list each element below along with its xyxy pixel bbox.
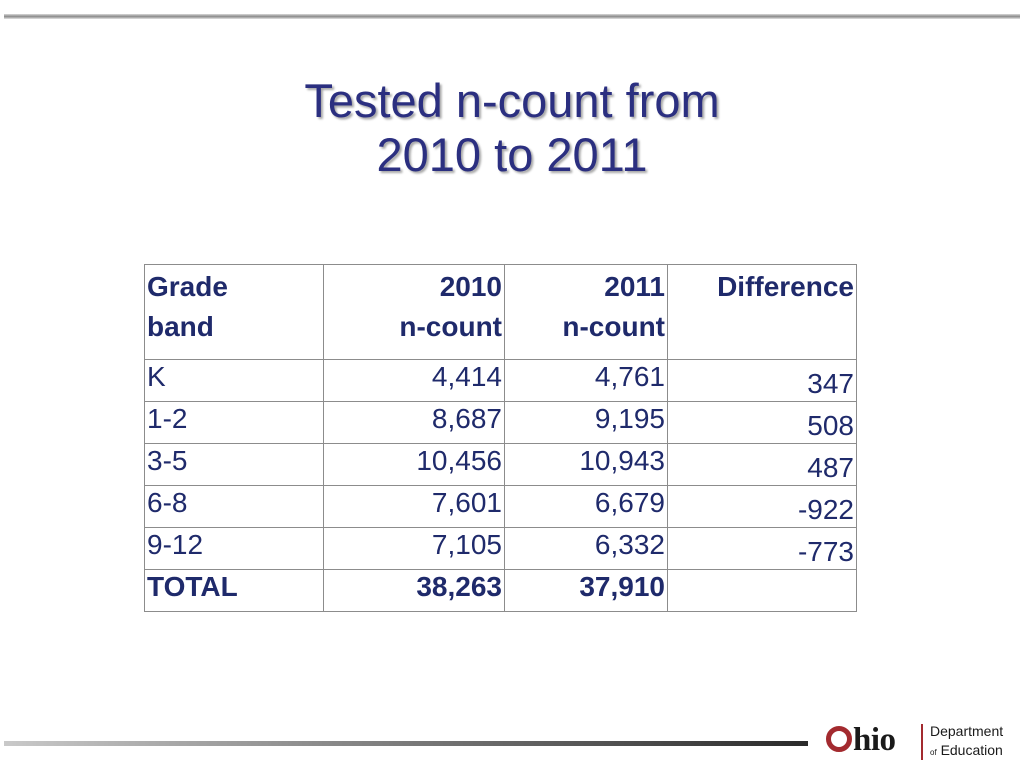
cell-2011: 6,679: [504, 485, 668, 528]
cell-2011: 10,943: [504, 443, 668, 486]
table-row: 1-2 8,687 9,195 508: [144, 401, 857, 444]
cell-2010: 7,601: [323, 485, 505, 528]
header-grade-band: Grade band: [144, 264, 324, 360]
slide-title-line-1: Tested n-count from: [304, 74, 720, 127]
logo-of: of: [930, 748, 937, 757]
cell-difference: -922: [667, 485, 857, 528]
cell-grade-band: 6-8: [144, 485, 324, 528]
cell-2010: 10,456: [323, 443, 505, 486]
ohio-o-ring-icon: [826, 726, 852, 752]
slide-title: Tested n-count from 2010 to 2011: [0, 74, 1024, 182]
ncount-table: Grade band 2010 n-count 2011 n-count Dif…: [144, 264, 857, 612]
slide-title-line-2: 2010 to 2011: [376, 128, 648, 181]
cell-2010: 4,414: [323, 359, 505, 402]
table-row: 6-8 7,601 6,679 -922: [144, 485, 857, 528]
table-row: K 4,414 4,761 347: [144, 359, 857, 402]
cell-total-2010: 38,263: [323, 569, 505, 612]
cell-total-2011: 37,910: [504, 569, 668, 612]
table-row: 9-12 7,105 6,332 -773: [144, 527, 857, 570]
logo-education: Education: [940, 742, 1003, 758]
cell-total-label: TOTAL: [144, 569, 324, 612]
table-header-row: Grade band 2010 n-count 2011 n-count Dif…: [144, 264, 857, 360]
header-2011-ncount: 2011 n-count: [504, 264, 668, 360]
cell-total-difference: [667, 569, 857, 612]
bottom-divider: [4, 741, 808, 746]
cell-difference: -773: [667, 527, 857, 570]
cell-grade-band: 3-5: [144, 443, 324, 486]
cell-grade-band: 9-12: [144, 527, 324, 570]
cell-2011: 9,195: [504, 401, 668, 444]
cell-grade-band: K: [144, 359, 324, 402]
cell-difference: 508: [667, 401, 857, 444]
cell-2010: 8,687: [323, 401, 505, 444]
cell-grade-band: 1-2: [144, 401, 324, 444]
header-difference: Difference: [667, 264, 857, 360]
logo-divider: [921, 724, 923, 760]
ohio-department-of-education-logo: hio Department of Education: [826, 720, 1022, 764]
cell-difference: 347: [667, 359, 857, 402]
cell-2011: 6,332: [504, 527, 668, 570]
logo-education-line: of Education: [930, 742, 1003, 761]
ncount-table-container: Grade band 2010 n-count 2011 n-count Dif…: [144, 264, 857, 612]
cell-difference: 487: [667, 443, 857, 486]
cell-2011: 4,761: [504, 359, 668, 402]
header-2010-ncount: 2010 n-count: [323, 264, 505, 360]
table-row: 3-5 10,456 10,943 487: [144, 443, 857, 486]
cell-2010: 7,105: [323, 527, 505, 570]
top-divider: [4, 14, 1020, 19]
logo-department: Department: [930, 723, 1004, 739]
logo-wordmark: hio: [853, 722, 896, 758]
table-total-row: TOTAL 38,263 37,910: [144, 569, 857, 612]
